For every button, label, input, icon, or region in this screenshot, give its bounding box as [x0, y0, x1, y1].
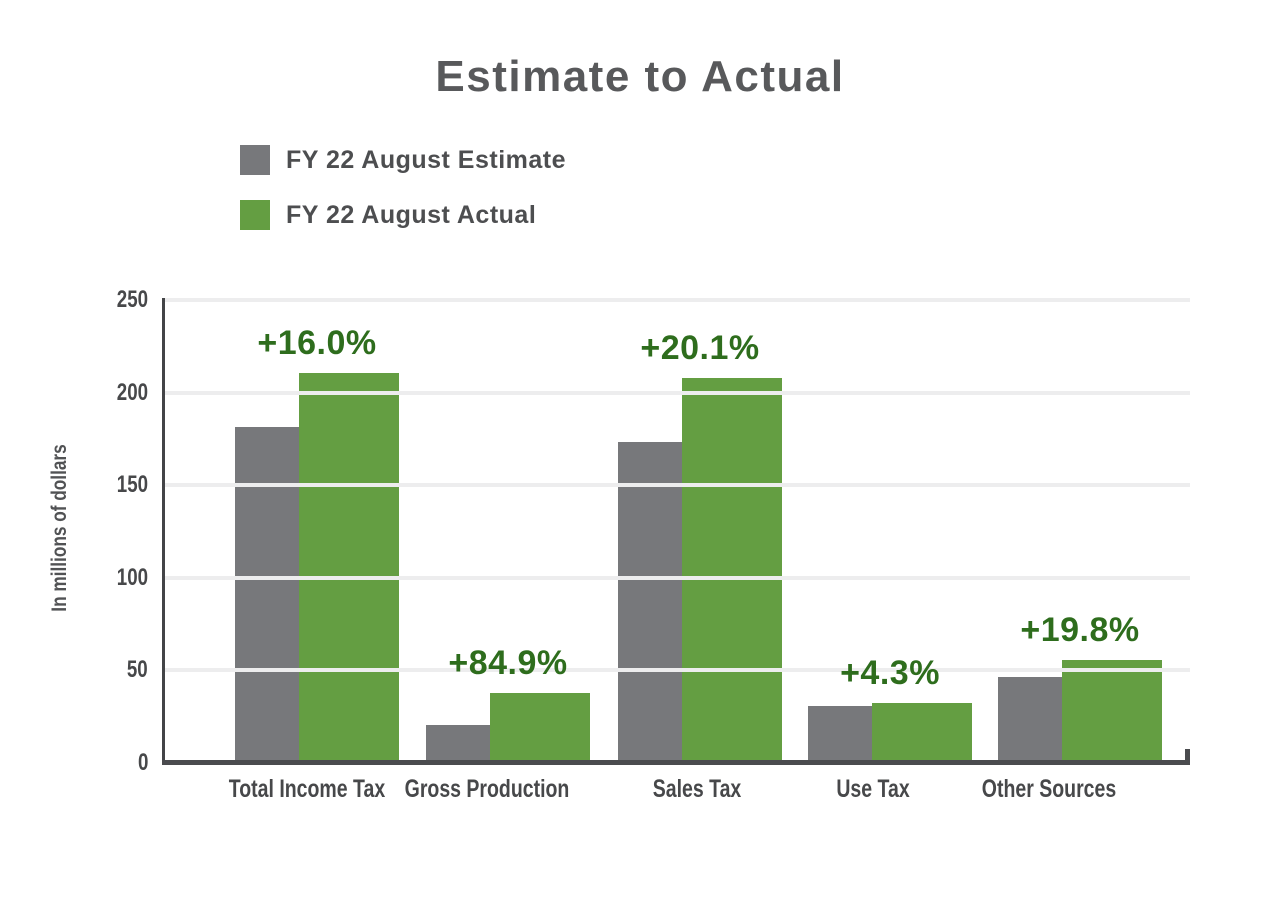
estimate-swatch-icon	[240, 145, 270, 175]
bar-estimate-use-tax	[808, 705, 872, 763]
pct-annotation-gross-production: +84.9%	[448, 644, 568, 683]
y-axis-title: In millions of dollars	[48, 444, 72, 611]
category-label-total-income-tax: Total Income Tax	[207, 775, 408, 803]
y-tick-label-250: 250	[58, 287, 148, 313]
y-tick-text: 50	[127, 656, 148, 683]
y-tick-text: 100	[116, 563, 148, 591]
bar-actual-gross-production	[490, 693, 590, 763]
bar-actual-total-income-tax	[299, 373, 399, 763]
actual-swatch-icon	[240, 200, 270, 230]
category-label-sales-tax: Sales Tax	[640, 775, 754, 803]
bar-estimate-gross-production	[426, 724, 490, 763]
category-label-text: Other Sources	[981, 775, 1117, 803]
y-tick-label-100: 100	[58, 563, 148, 591]
x-axis-line	[162, 760, 1190, 765]
legend-row-estimate: FY 22 August Estimate	[240, 145, 566, 175]
category-label-text: Sales Tax	[652, 775, 742, 803]
bar-actual-sales-tax	[682, 377, 782, 763]
pct-annotation-other-sources: +19.8%	[1020, 611, 1140, 650]
legend-label-actual: FY 22 August Actual	[286, 200, 537, 229]
category-label-use-tax: Use Tax	[826, 775, 920, 803]
category-label-text: Gross Production	[404, 775, 570, 803]
bar-actual-use-tax	[872, 703, 972, 763]
y-axis-line	[162, 298, 165, 765]
pct-annotation-total-income-tax: +16.0%	[257, 324, 377, 363]
category-label-text: Total Income Tax	[228, 775, 386, 803]
bar-estimate-other-sources	[998, 677, 1062, 763]
y-tick-text: 150	[116, 471, 148, 498]
chart-title: Estimate to Actual	[435, 52, 845, 101]
pct-annotation-use-tax: +4.3%	[840, 654, 940, 693]
category-label-text: Use Tax	[836, 775, 910, 803]
y-tick-text: 250	[116, 286, 148, 313]
gridline-150	[163, 483, 1190, 487]
bar-actual-other-sources	[1062, 660, 1162, 763]
category-label-other-sources: Other Sources	[963, 775, 1135, 803]
gridline-50	[163, 668, 1190, 672]
category-label-gross-production: Gross Production	[381, 775, 592, 803]
gridline-250	[163, 298, 1190, 302]
y-tick-text: 200	[116, 378, 148, 406]
y-tick-label-150: 150	[58, 472, 148, 498]
legend-label-estimate: FY 22 August Estimate	[286, 145, 567, 174]
y-tick-label-200: 200	[58, 378, 148, 406]
y-tick-label-50: 50	[58, 657, 148, 683]
bar-estimate-total-income-tax	[235, 426, 299, 763]
bar-estimate-sales-tax	[618, 442, 682, 763]
legend: FY 22 August Estimate FY 22 August Actua…	[240, 145, 566, 255]
pct-annotation-sales-tax: +20.1%	[640, 328, 760, 367]
y-tick-text: 0	[137, 748, 148, 776]
x-axis-end-tick	[1185, 749, 1190, 763]
gridline-100	[163, 575, 1190, 580]
legend-row-actual: FY 22 August Actual	[240, 200, 566, 230]
gridline-200	[163, 390, 1190, 395]
y-axis-title-text: In millions of dollars	[48, 444, 71, 612]
y-tick-label-0: 0	[58, 748, 148, 776]
